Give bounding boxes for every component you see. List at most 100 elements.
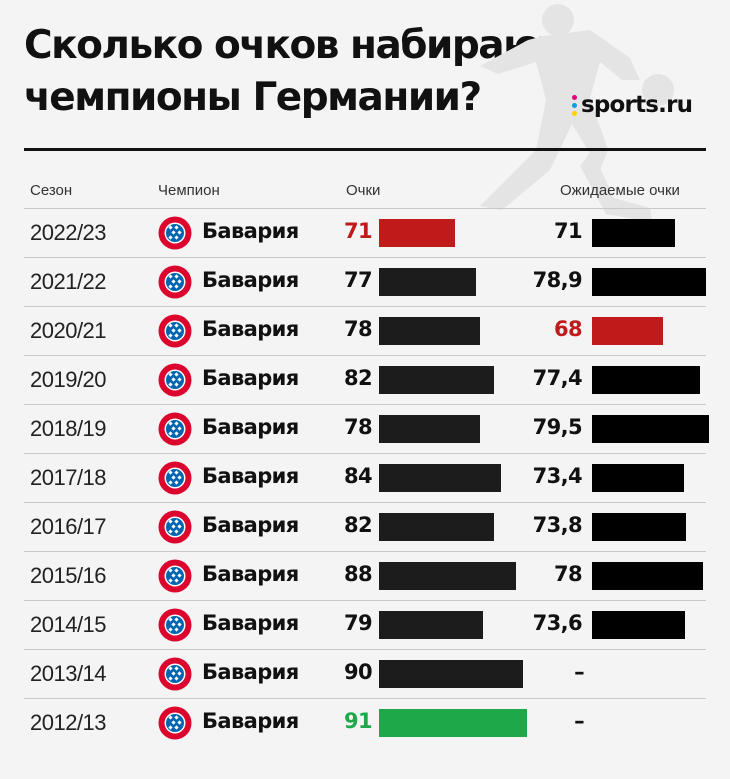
brand-dots-icon xyxy=(572,94,577,116)
table-row: 2019/20 Бавария 82 77,4 xyxy=(24,355,706,405)
header-points: Очки xyxy=(346,182,381,199)
champion-name: Бавария xyxy=(202,660,299,684)
expected-points-label: 73,4 xyxy=(532,464,583,488)
season-label: 2021/22 xyxy=(30,269,107,294)
expected-points-bar xyxy=(592,219,675,247)
season-label: 2022/23 xyxy=(30,220,107,245)
points-label: 82 xyxy=(343,366,373,390)
expected-points-bar xyxy=(592,317,664,345)
champion-name: Бавария xyxy=(202,611,299,635)
table-row: 2020/21 Бавария 78 68 xyxy=(24,306,706,356)
bayern-crest-icon xyxy=(158,265,192,299)
table-row: 2013/14 Бавария 90 – xyxy=(24,649,706,699)
points-bar xyxy=(379,611,484,639)
expected-points-label: 78 xyxy=(553,562,583,586)
table-row: 2016/17 Бавария 82 73,8 xyxy=(24,502,706,552)
season-label: 2020/21 xyxy=(30,318,107,343)
champion-name: Бавария xyxy=(202,464,299,488)
table-row: 2022/23 Бавария 71 71 xyxy=(24,208,706,258)
champion-name: Бавария xyxy=(202,415,299,439)
season-label: 2019/20 xyxy=(30,367,107,392)
points-bar xyxy=(379,464,502,492)
table-row: 2014/15 Бавария 79 73,6 xyxy=(24,600,706,650)
table-row: 2018/19 Бавария 78 79,5 xyxy=(24,404,709,454)
points-bar xyxy=(379,268,477,296)
points-label: 84 xyxy=(343,464,373,488)
bayern-crest-icon xyxy=(158,706,192,740)
champion-name: Бавария xyxy=(202,366,299,390)
champion-name: Бавария xyxy=(202,562,299,586)
brand-name: sports.ru xyxy=(581,92,693,118)
season-label: 2015/16 xyxy=(30,563,107,588)
expected-points-bar xyxy=(592,562,703,590)
expected-points-label: 73,8 xyxy=(532,513,583,537)
points-bar xyxy=(379,415,480,443)
points-label: 78 xyxy=(343,317,373,341)
points-label: 91 xyxy=(343,709,373,733)
champion-name: Бавария xyxy=(202,709,299,733)
expected-points-label: – xyxy=(574,709,585,733)
brand-dot-pink xyxy=(572,94,577,100)
expected-points-label: 73,6 xyxy=(532,611,583,635)
title-line-2: чемпионы Германии? xyxy=(24,75,482,120)
expected-points-label: 71 xyxy=(553,219,583,243)
table-row: 2012/13 Бавария 91 – xyxy=(24,698,706,748)
bayern-crest-icon xyxy=(158,216,192,250)
bayern-crest-icon xyxy=(158,363,192,397)
bayern-crest-icon xyxy=(158,657,192,691)
points-bar xyxy=(379,562,516,590)
expected-points-bar xyxy=(592,611,686,639)
points-label: 90 xyxy=(343,660,373,684)
expected-points-label: 77,4 xyxy=(532,366,583,390)
expected-points-label: 78,9 xyxy=(532,268,583,292)
header-champion: Чемпион xyxy=(158,182,220,199)
points-label: 79 xyxy=(343,611,373,635)
chart-title: Сколько очков набирают чемпионы Германии… xyxy=(24,20,584,124)
champion-name: Бавария xyxy=(202,513,299,537)
champion-name: Бавария xyxy=(202,268,299,292)
table-header: Сезон Чемпион Очки Ожидаемые очки xyxy=(24,178,706,208)
points-label: 71 xyxy=(343,219,373,243)
season-label: 2016/17 xyxy=(30,514,107,539)
brand-dot-yellow xyxy=(572,110,577,116)
points-label: 78 xyxy=(343,415,373,439)
header-expected: Ожидаемые очки xyxy=(560,182,680,199)
bayern-crest-icon xyxy=(158,608,192,642)
points-bar xyxy=(379,317,480,345)
season-label: 2018/19 xyxy=(30,416,107,441)
expected-points-bar xyxy=(592,464,685,492)
brand-logo: sports.ru xyxy=(572,92,693,118)
season-label: 2013/14 xyxy=(30,661,107,686)
points-bar xyxy=(379,366,495,394)
bayern-crest-icon xyxy=(158,412,192,446)
points-bar xyxy=(379,219,455,247)
expected-points-label: 79,5 xyxy=(532,415,583,439)
table-row: 2017/18 Бавария 84 73,4 xyxy=(24,453,706,503)
points-bar xyxy=(379,709,527,737)
points-bar xyxy=(379,513,495,541)
expected-points-label: – xyxy=(574,660,585,684)
top-divider xyxy=(24,148,706,151)
season-label: 2014/15 xyxy=(30,612,107,637)
expected-points-label: 68 xyxy=(553,317,583,341)
champion-name: Бавария xyxy=(202,317,299,341)
title-line-1: Сколько очков набирают xyxy=(24,23,562,68)
bayern-crest-icon xyxy=(158,314,192,348)
season-label: 2017/18 xyxy=(30,465,107,490)
expected-points-bar xyxy=(592,513,686,541)
champion-name: Бавария xyxy=(202,219,299,243)
player-silhouette-icon xyxy=(480,4,674,222)
points-label: 88 xyxy=(343,562,373,586)
table-row: 2015/16 Бавария 88 78 xyxy=(24,551,706,601)
points-bar xyxy=(379,660,523,688)
expected-points-bar xyxy=(592,415,709,443)
bayern-crest-icon xyxy=(158,510,192,544)
points-label: 77 xyxy=(343,268,373,292)
bayern-crest-icon xyxy=(158,461,192,495)
expected-points-bar xyxy=(592,268,707,296)
season-label: 2012/13 xyxy=(30,710,107,735)
table-row: 2021/22 Бавария 77 78,9 xyxy=(24,257,707,307)
points-label: 82 xyxy=(343,513,373,537)
bayern-crest-icon xyxy=(158,559,192,593)
brand-dot-blue xyxy=(572,102,577,108)
